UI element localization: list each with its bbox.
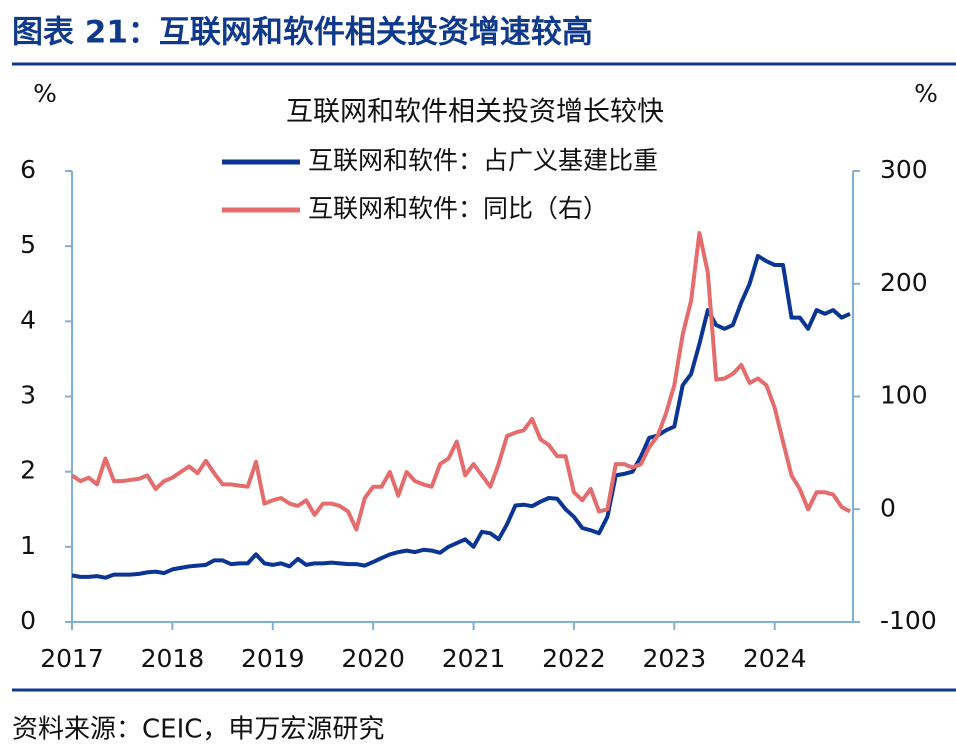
legend-label: 互联网和软件：占广义基建比重: [308, 146, 658, 175]
y2-tick-label: -100: [880, 606, 937, 635]
y2-tick-label: 200: [880, 268, 928, 297]
x-tick-label: 2018: [141, 644, 205, 673]
y-tick-label: 1: [20, 531, 36, 560]
y2-unit: %: [914, 79, 938, 108]
source: 资料来源：CEIC，申万宏源研究: [12, 715, 384, 745]
y2-tick-label: 100: [880, 381, 928, 410]
x-tick-label: 2017: [40, 644, 104, 673]
header-title: 图表 21：互联网和软件相关投资增速较高: [12, 15, 593, 51]
series-line: [71, 253, 851, 580]
x-tick-label: 2023: [643, 644, 707, 673]
y-tick-label: 2: [20, 456, 36, 485]
legend-label: 互联网和软件：同比（右）: [308, 194, 608, 223]
chart-title: 互联网和软件相关投资增长较快: [286, 97, 664, 128]
y-tick-label: 6: [20, 155, 36, 184]
y-tick-label: 5: [20, 230, 36, 259]
series-line: [70, 231, 851, 532]
y-unit: %: [33, 79, 57, 108]
y-tick-label: 4: [20, 305, 36, 334]
x-tick-label: 2020: [341, 644, 405, 673]
y2-tick-label: 0: [880, 493, 896, 522]
y2-tick-label: 300: [880, 155, 928, 184]
y-tick-label: 0: [20, 606, 36, 635]
x-tick-label: 2019: [241, 644, 305, 673]
x-tick-label: 2021: [442, 644, 506, 673]
y-tick-label: 3: [20, 381, 36, 410]
x-tick-label: 2022: [542, 644, 606, 673]
x-tick-label: 2024: [743, 644, 807, 673]
